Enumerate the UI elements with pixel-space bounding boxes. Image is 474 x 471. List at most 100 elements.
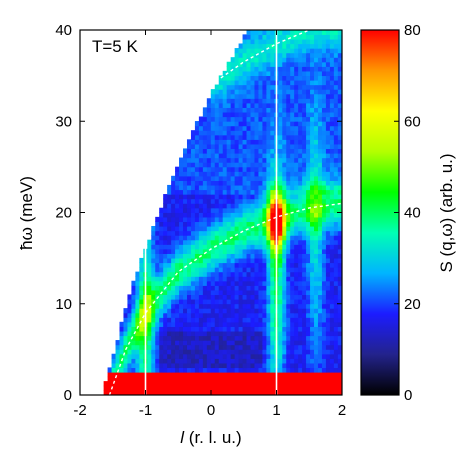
heatmap-cell (214, 143, 220, 150)
heatmap-cell (123, 362, 129, 369)
heatmap-cell (337, 125, 342, 131)
heatmap-cell (298, 102, 303, 108)
heatmap-cell (321, 221, 327, 227)
heatmap-cell (190, 353, 196, 359)
heatmap-cell (250, 207, 256, 213)
heatmap-cell (325, 38, 331, 45)
heatmap-cell (242, 157, 248, 163)
heatmap-cell (314, 116, 319, 122)
heatmap-cell (250, 189, 256, 195)
heatmap-cell (123, 317, 129, 323)
heatmap-cell (270, 84, 275, 90)
heatmap-cell (246, 166, 252, 172)
heatmap-cell (210, 221, 216, 227)
heatmap-cell (167, 390, 172, 395)
heatmap-cell (298, 207, 303, 213)
heatmap-cell (262, 349, 267, 355)
heatmap-cell (194, 162, 200, 168)
heatmap-cell (242, 326, 248, 332)
heatmap-cell (135, 276, 140, 282)
heatmap-cell (337, 289, 342, 296)
heatmap-cell (333, 57, 339, 63)
heatmap-cell (127, 385, 133, 391)
heatmap-cell (294, 390, 299, 395)
heatmap-cell (234, 52, 240, 58)
heatmap-cell (163, 262, 168, 268)
heatmap-cell (123, 367, 129, 373)
heatmap-cell (298, 84, 303, 90)
heatmap-cell (171, 184, 176, 191)
heatmap-cell (135, 303, 140, 309)
heatmap-cell (214, 271, 220, 277)
heatmap-cell (139, 294, 144, 300)
heatmap-cell (163, 248, 168, 254)
heatmap-cell (167, 317, 172, 323)
heatmap-cell (218, 349, 224, 355)
heatmap-cell (246, 344, 252, 350)
heatmap-cell (210, 298, 216, 305)
heatmap-cell (254, 203, 260, 209)
heatmap-cell (214, 349, 220, 355)
heatmap-cell (222, 381, 228, 387)
heatmap-cell (294, 371, 299, 378)
heatmap-cell (206, 121, 212, 127)
heatmap-cell (234, 184, 240, 191)
heatmap-cell (337, 267, 342, 273)
heatmap-cell (210, 139, 216, 145)
heatmap-cell (314, 257, 319, 264)
heatmap-cell (230, 121, 236, 127)
heatmap-cell (298, 330, 303, 337)
heatmap-cell (333, 134, 339, 140)
heatmap-cell (329, 198, 335, 204)
heatmap-cell (254, 194, 260, 200)
heatmap-cell (202, 194, 208, 200)
heatmap-cell (262, 79, 267, 86)
heatmap-cell (230, 143, 236, 150)
heatmap-cell (155, 381, 160, 387)
heatmap-cell (222, 312, 228, 318)
heatmap-cell (270, 285, 275, 291)
heatmap-cell (282, 371, 287, 378)
heatmap-cell (254, 358, 260, 364)
heatmap-cell (175, 207, 180, 213)
heatmap-cell (171, 340, 176, 346)
x-tick-label: 2 (338, 402, 346, 419)
heatmap-cell (290, 390, 295, 395)
heatmap-cell (210, 180, 216, 186)
heatmap-cell (234, 162, 240, 168)
heatmap-cell (183, 308, 188, 314)
heatmap-cell (190, 362, 196, 369)
heatmap-cell (278, 294, 283, 300)
heatmap-cell (329, 239, 335, 245)
heatmap-cell (218, 93, 224, 99)
heatmap-cell (155, 289, 160, 296)
heatmap-cell (270, 111, 275, 118)
heatmap-cell (266, 303, 271, 309)
heatmap-cell (314, 89, 319, 95)
heatmap-cell (226, 130, 232, 136)
heatmap-cell (179, 376, 184, 382)
heatmap-cell (111, 371, 117, 378)
heatmap-cell (230, 280, 236, 286)
heatmap-cell (290, 43, 295, 49)
heatmap-cell (254, 285, 260, 291)
heatmap-cell (147, 371, 152, 378)
heatmap-cell (135, 344, 140, 350)
heatmap-cell (242, 43, 248, 49)
heatmap-cell (226, 349, 232, 355)
heatmap-cell (302, 280, 307, 286)
heatmap-cell (266, 317, 271, 323)
heatmap-cell (226, 317, 232, 323)
heatmap-cell (226, 134, 232, 140)
heatmap-cell (198, 130, 204, 136)
heatmap-cell (194, 189, 200, 195)
heatmap-cell (206, 276, 212, 282)
heatmap-cell (278, 166, 283, 172)
heatmap-cell (167, 298, 172, 305)
heatmap-cell (310, 330, 315, 337)
heatmap-cell (202, 335, 208, 341)
heatmap-cell (282, 271, 287, 277)
heatmap-cell (314, 390, 319, 395)
heatmap-cell (310, 298, 315, 305)
heatmap-cell (278, 298, 283, 305)
